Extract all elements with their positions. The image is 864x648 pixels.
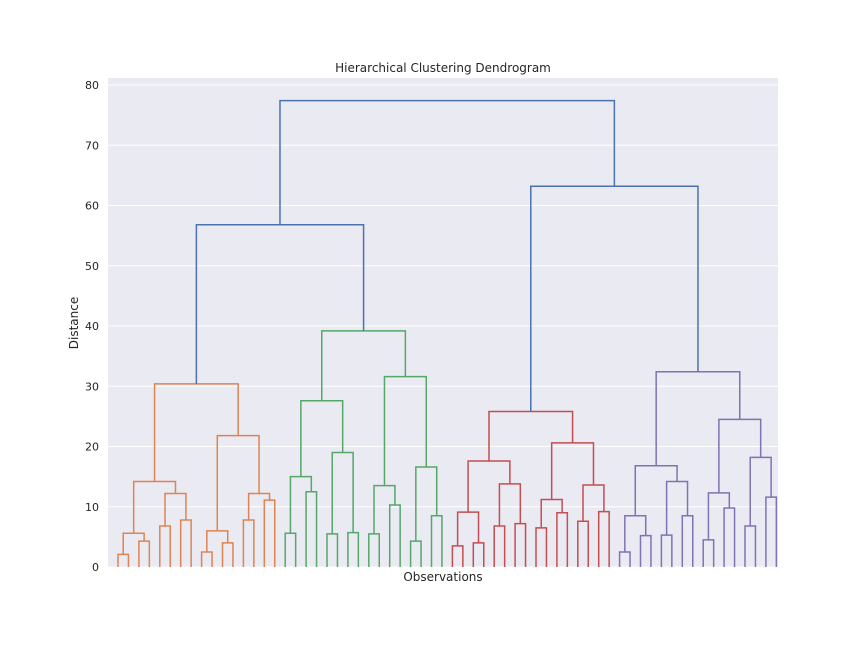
dendrogram-leaf-link (138, 540, 151, 567)
y-axis-ticks: 0 10 20 30 40 50 60 70 80 (85, 79, 99, 574)
y-tick-label: 40 (85, 320, 99, 333)
y-tick-label: 70 (85, 139, 99, 152)
y-tick-label: 10 (85, 501, 99, 514)
y-tick-label: 0 (92, 561, 99, 574)
y-tick-label: 30 (85, 380, 99, 393)
dendrogram-link (718, 418, 762, 493)
dendrogram-leaf-link (409, 540, 422, 567)
dendrogram-leaf-link (305, 490, 318, 567)
dendrogram-leaf-link (200, 551, 213, 567)
chart-title: Hierarchical Clustering Dendrogram (335, 61, 551, 75)
y-tick-label: 20 (85, 441, 99, 454)
y-tick-label: 60 (85, 200, 99, 213)
dendrogram-leaf-link (702, 539, 715, 567)
dendrogram-leaf-link (660, 534, 673, 567)
plot-background (108, 78, 778, 567)
y-tick-label: 80 (85, 79, 99, 92)
y-tick-label: 50 (85, 260, 99, 273)
y-axis-label: Distance (67, 297, 81, 349)
dendrogram-link (279, 99, 616, 225)
x-axis-label: Observations (403, 570, 482, 584)
dendrogram-link (373, 484, 396, 534)
dendrogram-links (117, 99, 778, 567)
dendrogram-leaf-link (535, 527, 548, 567)
grid-lines (108, 84, 778, 568)
dendrogram-leaf-link (388, 504, 401, 567)
dendrogram-leaf-link (618, 551, 631, 567)
